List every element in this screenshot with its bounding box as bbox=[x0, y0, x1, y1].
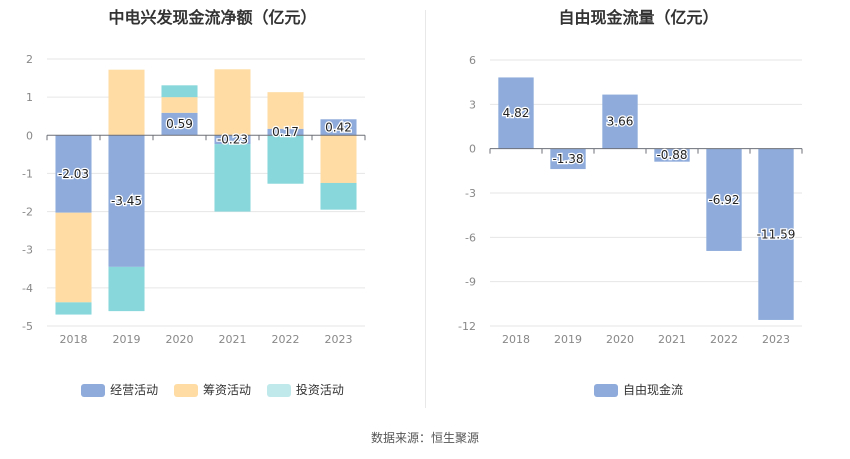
bar-primary bbox=[214, 135, 251, 145]
legend-swatch-investing bbox=[266, 384, 291, 397]
bar-primary bbox=[267, 128, 304, 136]
chart-title-net-cash-flow: 中电兴发现金流净额（亿元） bbox=[108, 8, 317, 27]
y-tick-label: 0 bbox=[26, 129, 33, 142]
bar-primary bbox=[55, 135, 92, 213]
y-tick-label: -4 bbox=[22, 282, 33, 295]
free-cash-flow-panel: 自由现金流量（亿元） 6 3 0 -3 -6 -9 -12 2018 2019 2020 2021 2… bbox=[427, 0, 850, 410]
free-cash-flow-chart: 6 3 0 -3 -6 -9 -12 2018 2019 2020 2021 2022 2023 4.82… bbox=[458, 54, 803, 346]
data-label: 0.59 bbox=[166, 117, 193, 131]
bar-series-1 bbox=[267, 92, 304, 129]
bar-series-2 bbox=[267, 135, 304, 184]
legend-net-cash-flow: 经营活动 筹资活动 投资活动 bbox=[0, 381, 425, 398]
x-tick-label: 2023 bbox=[325, 333, 353, 346]
legend-label-free-cash-flow: 自由现金流 bbox=[622, 383, 683, 397]
data-label: 4.82 bbox=[503, 106, 530, 120]
bar-series-2 bbox=[108, 266, 145, 312]
cash-flow-net-panel: 中电兴发现金流净额（亿元） 2 1 0 -1 -2 -3 -4 -5 2018 2019 2020 2… bbox=[0, 0, 425, 410]
x-tick-label: 2021 bbox=[658, 333, 686, 346]
panel-divider bbox=[425, 10, 426, 408]
bar-primary bbox=[161, 112, 198, 136]
x-tick-label: 2022 bbox=[272, 333, 300, 346]
legend-swatch-operating bbox=[81, 384, 106, 397]
y-tick-label: 6 bbox=[469, 54, 476, 67]
legend-swatch-free-cash-flow bbox=[593, 384, 618, 397]
legend-label-financing: 筹资活动 bbox=[202, 383, 251, 397]
data-label: -2.03 bbox=[58, 167, 89, 181]
data-label: -11.59 bbox=[757, 227, 796, 241]
x-tick-label: 2023 bbox=[762, 333, 790, 346]
bar-series-2 bbox=[214, 144, 251, 212]
bar-series-1 bbox=[161, 97, 198, 113]
bar-primary bbox=[602, 94, 638, 149]
bar-series-1 bbox=[320, 135, 357, 183]
data-label: -1.38 bbox=[552, 152, 583, 166]
bar-series-2 bbox=[55, 302, 92, 315]
data-label: -3.45 bbox=[111, 194, 142, 208]
data-label: 0.17 bbox=[272, 125, 299, 139]
legend-item-financing[interactable]: 筹资活动 bbox=[173, 381, 251, 398]
x-tick-label: 2020 bbox=[606, 333, 634, 346]
data-label: 3.66 bbox=[607, 115, 634, 129]
y-tick-label: -9 bbox=[465, 276, 476, 289]
y-tick-label: -3 bbox=[465, 187, 476, 200]
bar-series-1 bbox=[214, 69, 251, 136]
y-tick-label: -12 bbox=[458, 320, 476, 333]
bar-primary bbox=[108, 135, 145, 267]
x-tick-label: 2019 bbox=[113, 333, 141, 346]
y-tick-label: -3 bbox=[22, 244, 33, 257]
bar-primary bbox=[320, 119, 357, 136]
bar-primary bbox=[498, 77, 534, 149]
legend-item-investing[interactable]: 投资活动 bbox=[266, 381, 344, 398]
x-tick-label: 2021 bbox=[219, 333, 247, 346]
legend-item-free-cash-flow[interactable]: 自由现金流 bbox=[593, 381, 683, 398]
y-tick-label: -2 bbox=[22, 206, 33, 219]
y-tick-label: -1 bbox=[22, 167, 33, 180]
bar-series-1 bbox=[55, 212, 92, 303]
y-tick-label: 0 bbox=[469, 143, 476, 156]
legend-swatch-financing bbox=[173, 384, 198, 397]
legend-item-operating[interactable]: 经营活动 bbox=[81, 381, 158, 398]
bar-series-1 bbox=[108, 69, 145, 136]
legend-label-investing: 投资活动 bbox=[295, 383, 344, 397]
x-tick-label: 2019 bbox=[554, 333, 582, 346]
chart-title-free-cash-flow: 自由现金流量（亿元） bbox=[558, 8, 719, 27]
x-tick-label: 2018 bbox=[502, 333, 530, 346]
legend-free-cash-flow: 自由现金流 bbox=[427, 381, 850, 398]
bar-primary bbox=[550, 148, 586, 170]
data-source-note: 数据来源：恒生聚源 bbox=[370, 431, 479, 445]
data-label: -0.23 bbox=[217, 133, 248, 147]
y-tick-label: 1 bbox=[26, 91, 33, 104]
x-tick-label: 2020 bbox=[166, 333, 194, 346]
data-label: 0.42 bbox=[325, 120, 352, 134]
bar-primary bbox=[706, 148, 742, 251]
data-label: -6.92 bbox=[708, 193, 739, 207]
bar-series-2 bbox=[161, 85, 198, 98]
y-tick-label: -6 bbox=[465, 231, 476, 244]
bar-primary bbox=[654, 148, 690, 162]
y-tick-label: -5 bbox=[22, 320, 33, 333]
data-label: -0.88 bbox=[656, 148, 687, 162]
y-tick-label: 3 bbox=[469, 98, 476, 111]
bar-series-2 bbox=[320, 182, 357, 210]
legend-label-operating: 经营活动 bbox=[110, 383, 159, 397]
y-tick-label: 2 bbox=[26, 53, 33, 66]
x-tick-label: 2018 bbox=[60, 333, 88, 346]
x-tick-label: 2022 bbox=[710, 333, 738, 346]
bar-primary bbox=[758, 148, 794, 320]
net-cash-flow-chart: 2 1 0 -1 -2 -3 -4 -5 2018 2019 2020 2021 2022 2023 -2.… bbox=[22, 53, 366, 346]
